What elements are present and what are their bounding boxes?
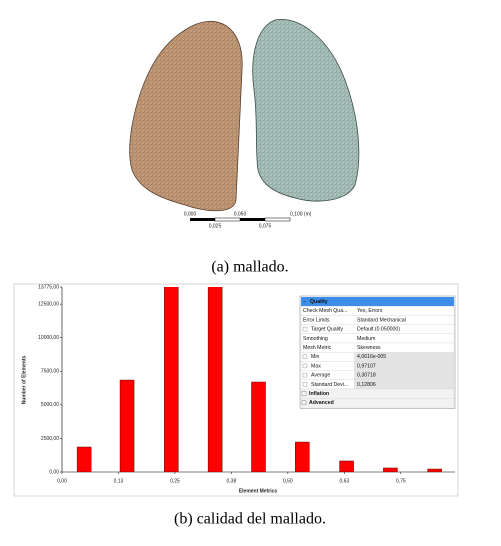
panel-value: 4,0616e-005: [357, 354, 386, 360]
panel-value: 0,97107: [357, 363, 376, 369]
scale-bar: 0,000 0,050 0,100 (m) 0,025 0,075: [184, 211, 312, 229]
panel-key: Target Quality: [311, 327, 343, 333]
bar: [76, 446, 92, 472]
scale-label: 0,100 (m): [290, 211, 312, 217]
panel-value-bg: [354, 379, 454, 389]
scale-label: 0,075: [259, 223, 272, 229]
panel-key: Standard Devi...: [311, 382, 348, 388]
checkbox: [302, 363, 308, 369]
panel-value: Default (0.050000): [357, 327, 400, 333]
bar: [164, 287, 179, 472]
panel-section: [300, 398, 455, 408]
x-tick-label: 0,13: [114, 478, 124, 484]
panel-section-text: Advanced: [309, 400, 334, 406]
lung-left: [129, 20, 243, 212]
y-tick-label: 12500,00: [38, 301, 59, 307]
bar: [251, 381, 266, 472]
bar: [119, 379, 135, 472]
panel-value: Medium: [357, 336, 375, 342]
panel-header: [301, 297, 454, 307]
y-tick-label: 10000,00: [38, 335, 59, 341]
y-axis-title: Number of Elements: [21, 355, 27, 404]
panel-header-text: Quality: [310, 299, 328, 305]
x-tick-label: 0,50: [283, 478, 293, 484]
y-tick-label: 2500,00: [41, 436, 59, 442]
bar: [295, 441, 310, 472]
panel-key: Max: [311, 363, 321, 369]
panel-key: Smoothing: [303, 336, 328, 342]
expander-box: [301, 391, 307, 396]
panel-value-bg: [354, 370, 454, 380]
y-tick-label: 5000,00: [41, 402, 59, 408]
y-tick-label: 0,00: [49, 469, 59, 475]
panel-key: Min: [311, 354, 319, 360]
panel-section-text: Inflation: [309, 391, 329, 397]
panel-value: Yes, Errors: [357, 308, 383, 314]
bar: [207, 287, 223, 472]
panel-value: 0,12806: [357, 382, 376, 388]
x-tick-label: 0,63: [339, 478, 349, 484]
bar: [339, 460, 354, 472]
caption: (a) mallado.: [211, 259, 288, 276]
panel-key: Mesh Metric: [303, 345, 332, 351]
y-tick-label: 13775,00: [38, 284, 59, 290]
panel-value: 0,30718: [357, 373, 376, 379]
lung-right: [252, 18, 360, 202]
panel-value-bg: [354, 352, 454, 362]
x-tick-label: 0,38: [227, 478, 237, 484]
bar: [383, 467, 398, 472]
y-tick-label: 7500,00: [41, 369, 59, 375]
x-tick-label: 0,25: [170, 478, 180, 484]
caption: (b) calidad del mallado.: [174, 511, 326, 528]
checkbox: [302, 372, 308, 378]
scale-label: 0,025: [209, 223, 222, 229]
checkbox: [302, 354, 308, 359]
panel-key: Average: [311, 373, 330, 379]
expander-box: [301, 400, 307, 405]
panel-value: Standard Mechanical: [357, 317, 406, 323]
x-axis-title: Element Metrics: [239, 488, 278, 494]
checkbox: [302, 326, 308, 332]
x-tick-label: 0,00: [57, 478, 67, 484]
panel-value-bg: [354, 361, 454, 371]
scale-label: 0,000: [184, 211, 197, 217]
panel-key: Check Mesh Qua...: [303, 308, 347, 314]
panel-key: Error Limits: [303, 317, 330, 323]
bar: [427, 468, 442, 472]
expander: −: [303, 299, 306, 305]
checkbox: [302, 382, 308, 387]
plot: [76, 287, 442, 472]
panel-value: Skewness: [357, 345, 381, 351]
x-tick-label: 0,75: [396, 478, 406, 484]
scale-label: 0,050: [234, 211, 247, 217]
